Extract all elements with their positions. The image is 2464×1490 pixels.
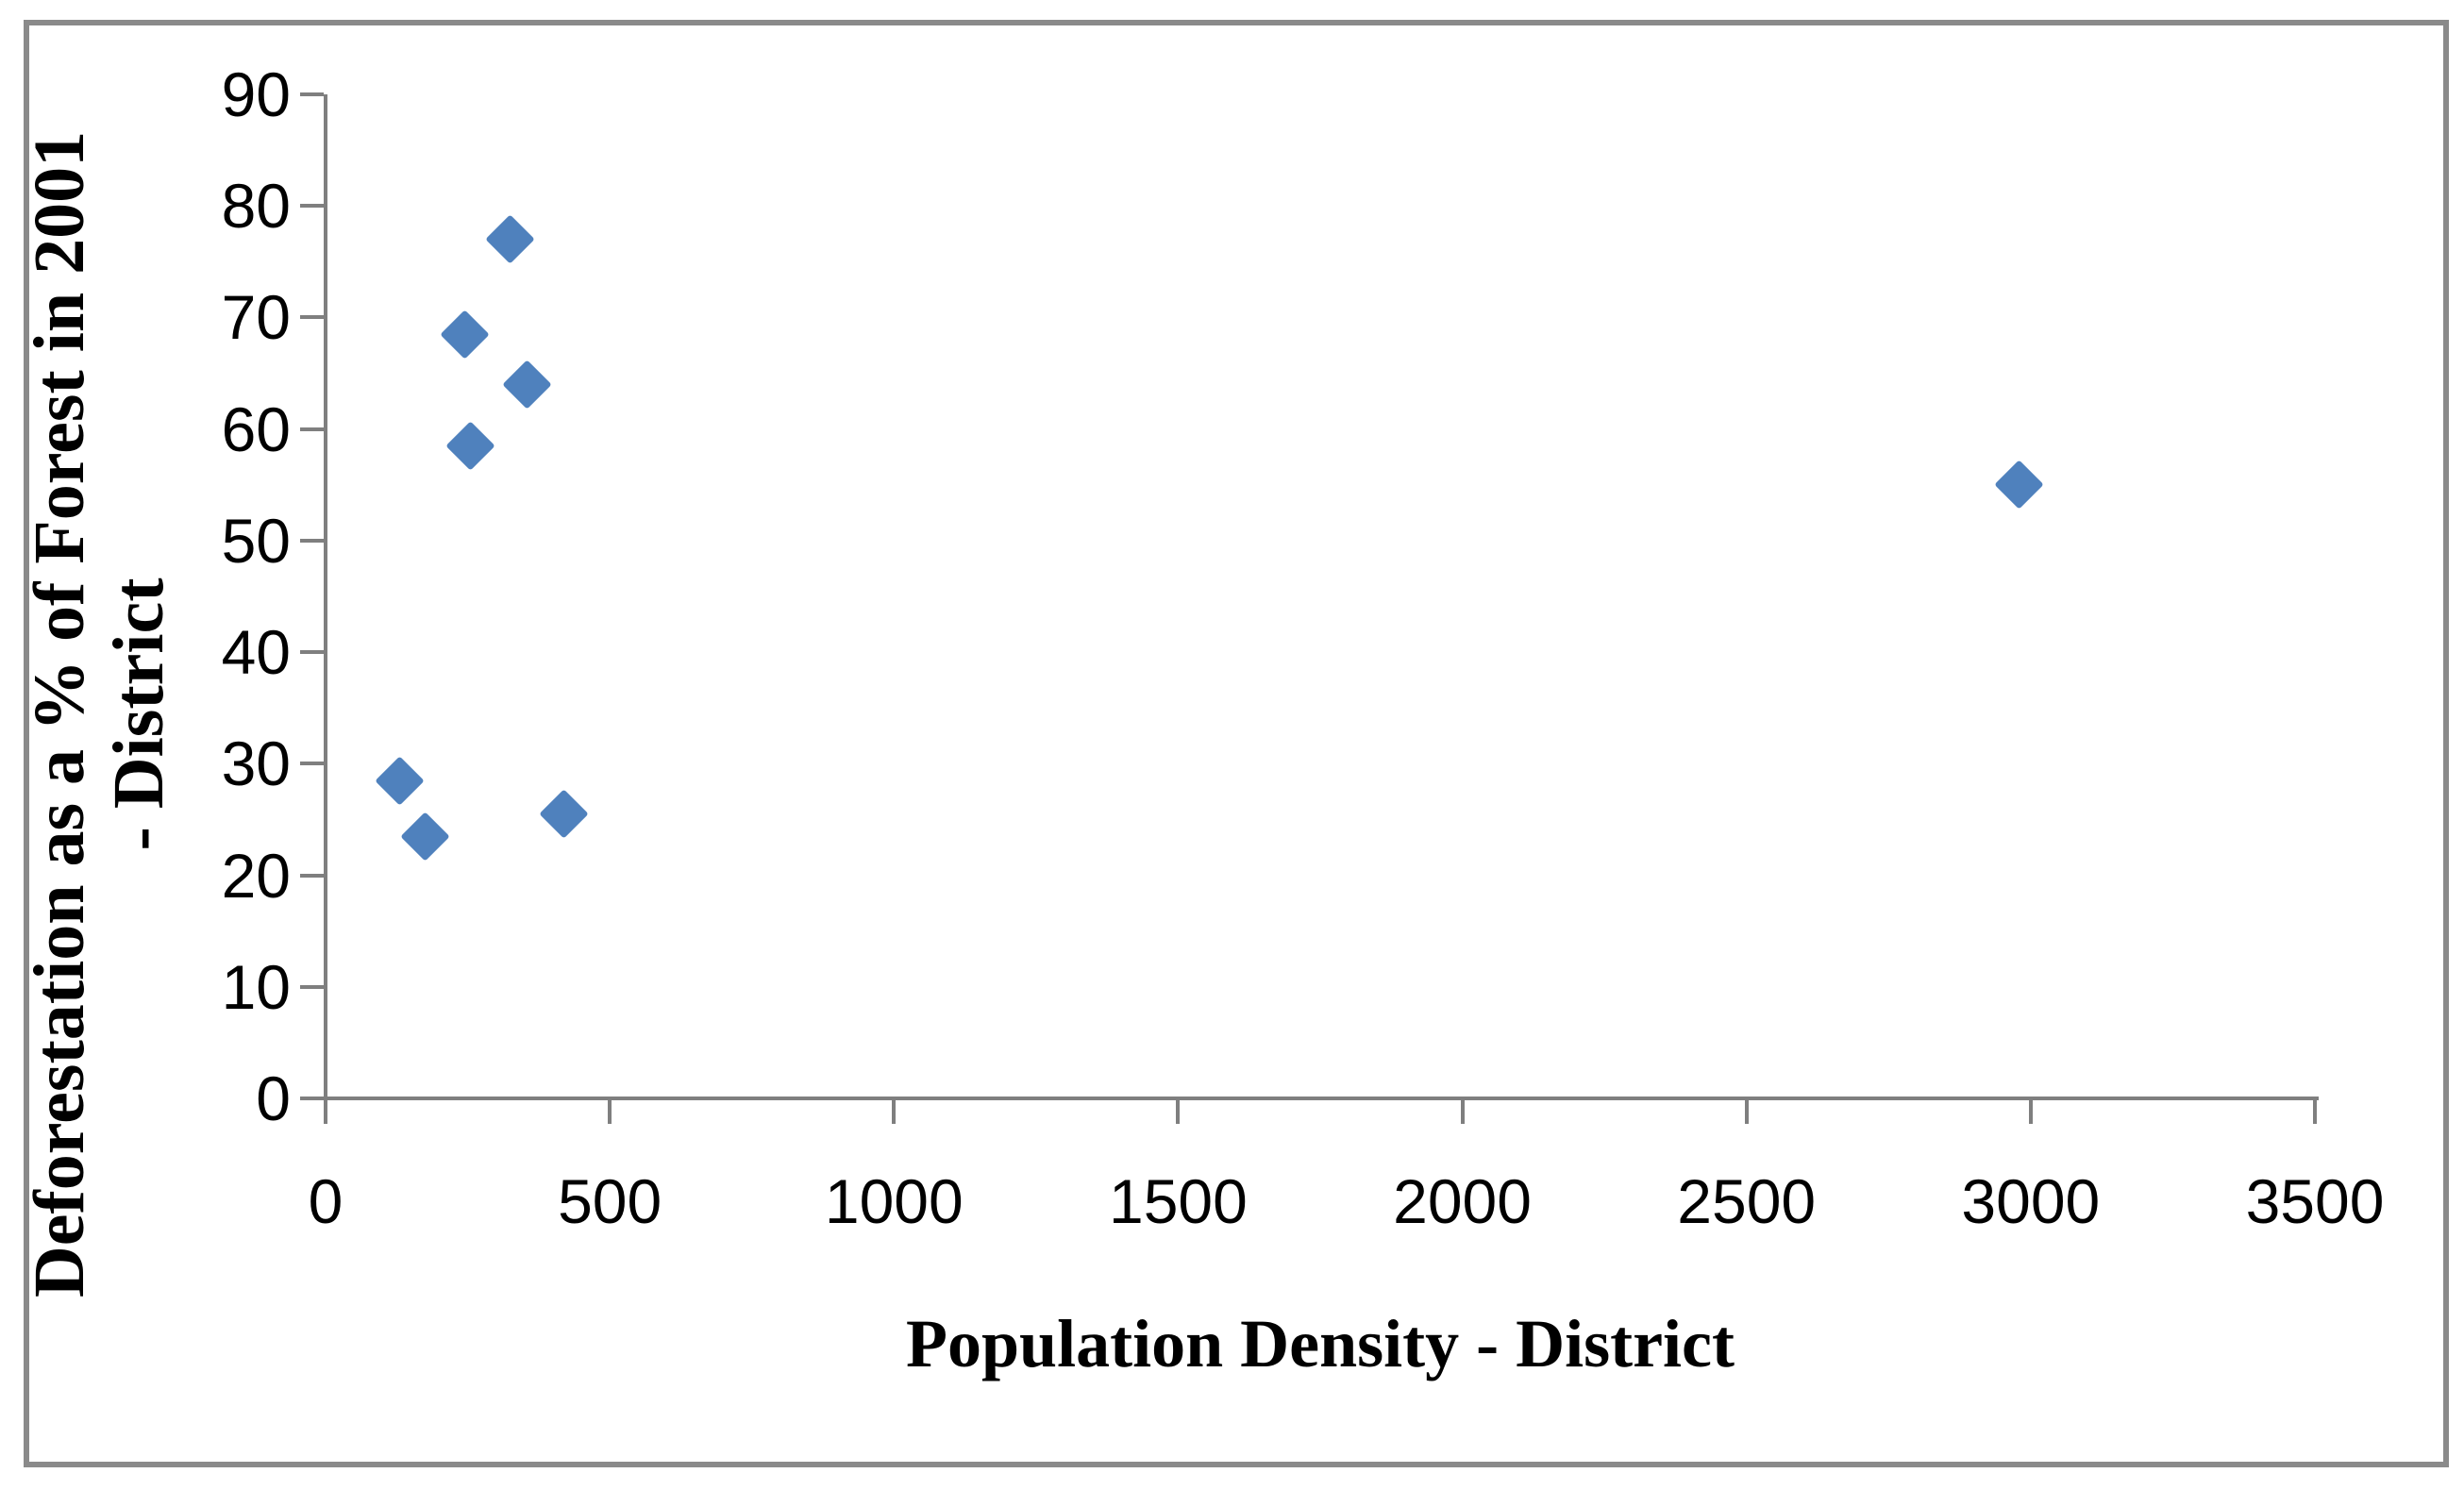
y-tick-mark (300, 1097, 324, 1100)
y-tick-label: 10 (221, 951, 291, 1022)
y-tick-label: 20 (221, 840, 291, 911)
y-tick-label: 30 (221, 728, 291, 799)
y-axis-title-line1: Deforestation as a % of Forest in 2001 (20, 130, 99, 1298)
x-tick-label: 0 (308, 1166, 344, 1236)
x-tick-label: 3000 (1961, 1166, 2101, 1236)
x-tick-mark (892, 1100, 897, 1124)
y-tick-label: 70 (221, 282, 291, 353)
y-tick-mark (300, 204, 324, 209)
y-tick-mark (300, 315, 324, 320)
x-axis-line (324, 1097, 2319, 1100)
x-tick-label: 2500 (1677, 1166, 1817, 1236)
y-tick-mark (300, 92, 324, 96)
x-axis-title: Population Density - District (906, 1306, 1735, 1381)
x-tick-mark (2313, 1100, 2317, 1124)
y-tick-mark (300, 873, 324, 878)
y-tick-mark (300, 650, 324, 655)
y-tick-label: 50 (221, 505, 291, 576)
y-tick-label: 90 (221, 59, 291, 129)
x-tick-label: 2000 (1393, 1166, 1532, 1236)
x-tick-label: 500 (558, 1166, 662, 1236)
x-tick-label: 3500 (2245, 1166, 2385, 1236)
x-tick-mark (1460, 1100, 1465, 1124)
y-tick-mark (300, 427, 324, 431)
y-tick-label: 80 (221, 171, 291, 242)
x-tick-mark (324, 1100, 327, 1124)
x-tick-mark (608, 1100, 612, 1124)
x-tick-mark (1744, 1100, 1749, 1124)
y-tick-mark (300, 762, 324, 766)
chart-frame (24, 20, 2449, 1467)
x-tick-mark (2028, 1100, 2033, 1124)
y-tick-mark (300, 538, 324, 543)
y-tick-label: 60 (221, 393, 291, 464)
x-tick-mark (1176, 1100, 1181, 1124)
y-tick-mark (300, 984, 324, 989)
y-axis-line (324, 94, 327, 1102)
x-tick-label: 1500 (1109, 1166, 1248, 1236)
y-tick-label: 40 (221, 617, 291, 688)
x-tick-label: 1000 (824, 1166, 964, 1236)
y-tick-label: 0 (256, 1063, 291, 1133)
